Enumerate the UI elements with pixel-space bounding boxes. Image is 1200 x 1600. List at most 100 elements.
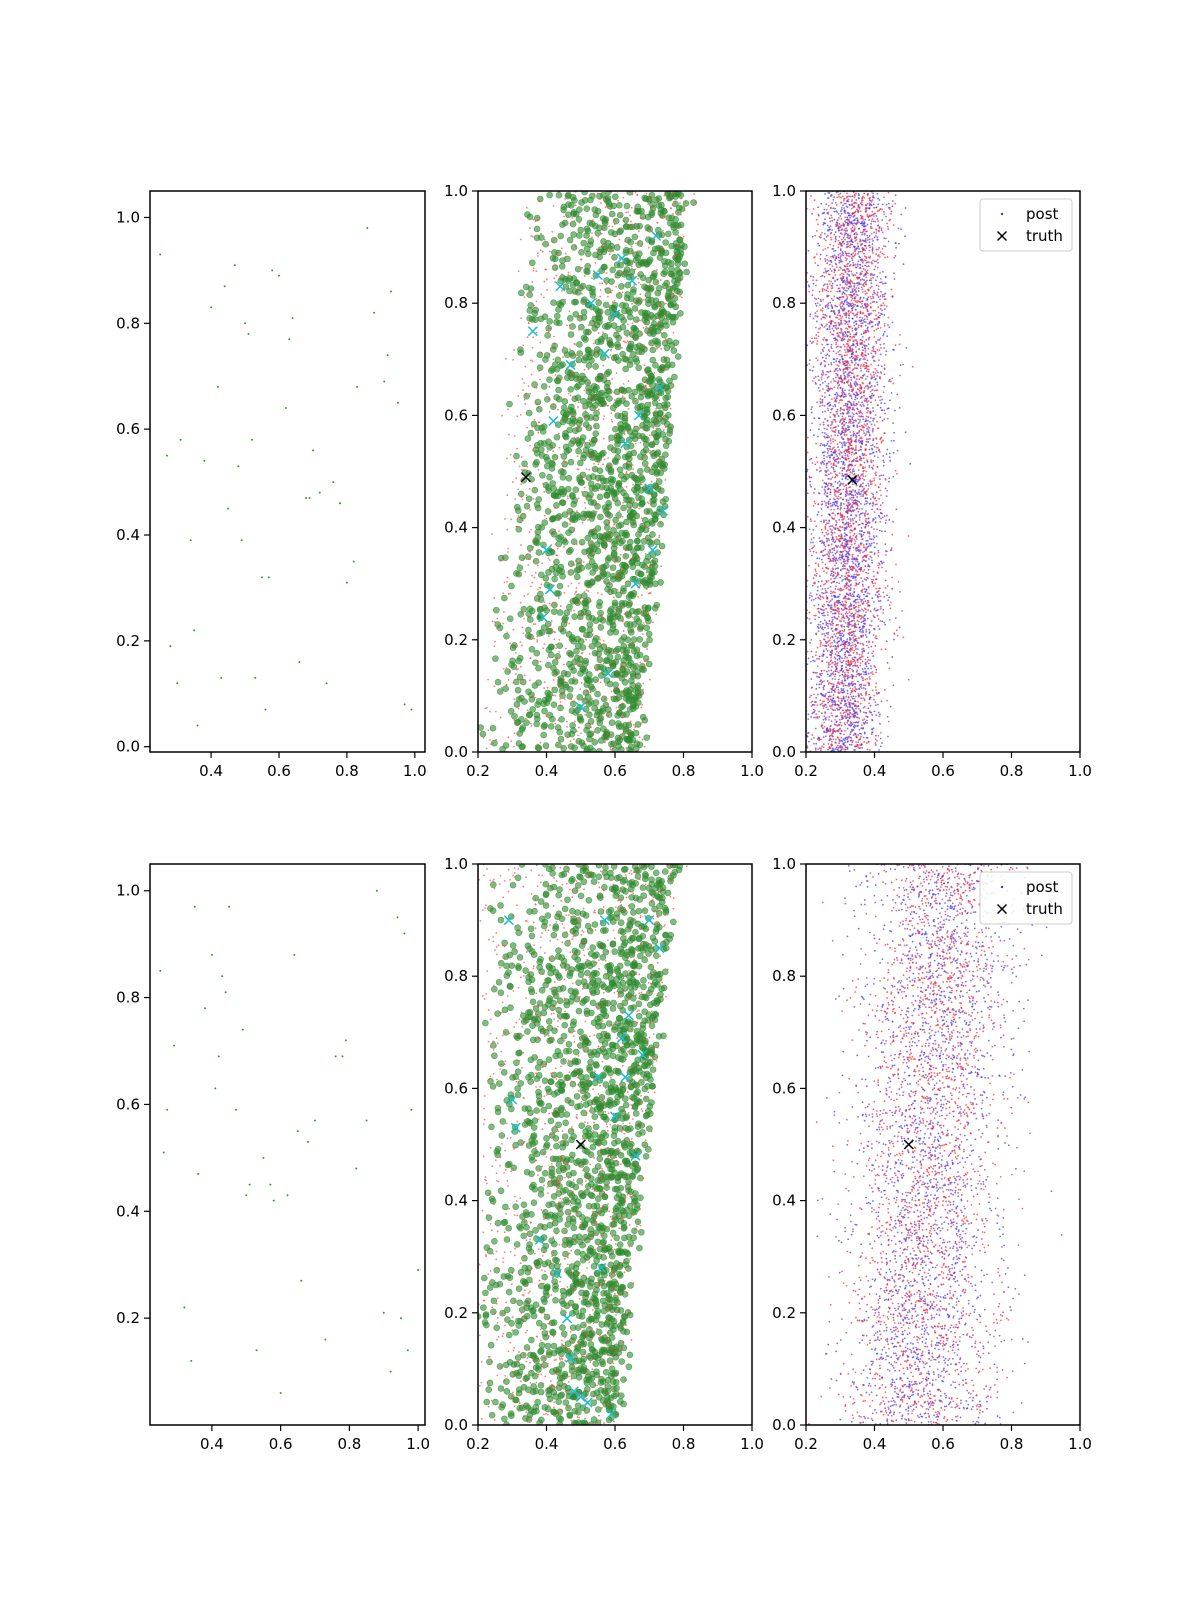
data-point — [575, 590, 578, 593]
data-point — [520, 544, 522, 546]
data-point — [640, 458, 643, 461]
x-marker — [541, 545, 552, 556]
data-point — [519, 601, 522, 604]
data-point — [841, 446, 844, 449]
data-point — [818, 557, 821, 560]
data-point — [844, 389, 846, 392]
data-point — [536, 364, 544, 371]
data-point — [591, 633, 594, 636]
data-point — [674, 287, 681, 295]
data-point — [829, 574, 832, 577]
data-point — [577, 226, 584, 234]
data-point — [611, 661, 614, 664]
data-point — [843, 535, 846, 538]
data-point — [532, 218, 535, 221]
data-point — [617, 243, 620, 246]
data-point — [581, 355, 584, 358]
data-point — [828, 226, 831, 229]
data-point — [661, 258, 668, 265]
y-tick-label: 0.2 — [116, 632, 140, 650]
data-point — [848, 426, 851, 428]
data-point — [848, 270, 851, 272]
data-point — [604, 287, 612, 294]
data-point — [528, 259, 536, 267]
data-point — [858, 728, 861, 731]
data-point — [521, 460, 528, 468]
data-point — [645, 659, 648, 661]
data-point — [643, 260, 650, 268]
data-point — [875, 734, 877, 737]
data-point — [543, 687, 545, 690]
data-point — [614, 499, 622, 507]
data-point — [508, 670, 511, 673]
data-point — [672, 212, 674, 215]
data-point — [854, 398, 856, 401]
data-point — [609, 468, 612, 471]
data-point — [609, 625, 617, 633]
data-point — [515, 477, 518, 480]
data-point — [528, 696, 536, 703]
data-point — [853, 634, 856, 637]
data-point — [824, 634, 827, 637]
data-point — [880, 290, 882, 293]
data-point — [607, 667, 610, 669]
data-point — [542, 575, 550, 582]
data-point — [864, 347, 866, 349]
data-point — [866, 721, 868, 724]
data-point — [613, 447, 616, 450]
data-point — [862, 296, 865, 299]
data-point — [839, 546, 841, 548]
data-point — [627, 313, 634, 321]
data-point — [604, 581, 607, 584]
data-point — [835, 684, 838, 687]
data-point — [853, 382, 856, 385]
data-point — [602, 418, 605, 421]
data-point — [597, 338, 605, 345]
data-point — [872, 371, 875, 374]
data-point — [645, 571, 648, 574]
data-point — [823, 432, 826, 434]
data-point — [642, 576, 649, 584]
data-point — [618, 575, 621, 577]
data-point — [826, 622, 829, 625]
data-point — [616, 709, 619, 712]
data-point — [814, 727, 817, 730]
data-point — [887, 324, 889, 326]
data-point — [612, 250, 615, 252]
data-point — [534, 220, 537, 223]
data-point — [821, 531, 824, 534]
data-point — [597, 624, 605, 631]
data-point — [617, 227, 624, 234]
data-point — [631, 643, 634, 646]
data-point — [557, 432, 560, 435]
data-point — [823, 238, 826, 240]
data-point — [501, 594, 508, 602]
data-point — [818, 683, 821, 686]
data-point — [622, 216, 630, 224]
data-point — [849, 333, 852, 336]
data-point — [513, 435, 516, 437]
data-point — [645, 229, 647, 232]
data-point — [537, 606, 544, 613]
data-point — [813, 701, 816, 704]
data-point — [515, 652, 517, 654]
data-point — [843, 625, 846, 628]
data-point — [506, 580, 508, 583]
data-point — [537, 596, 545, 603]
data-point — [637, 689, 644, 696]
data-point — [615, 201, 623, 209]
data-point — [630, 330, 632, 333]
data-point — [503, 611, 505, 613]
data-point — [830, 572, 833, 575]
data-point — [585, 478, 588, 480]
data-point — [556, 676, 559, 679]
data-point — [837, 254, 840, 256]
data-point — [534, 398, 542, 406]
data-point — [551, 347, 554, 350]
data-point — [823, 443, 826, 446]
data-point — [530, 574, 533, 577]
data-point — [562, 465, 564, 467]
data-point — [580, 732, 582, 735]
data-point — [843, 704, 846, 707]
data-point — [811, 235, 814, 238]
